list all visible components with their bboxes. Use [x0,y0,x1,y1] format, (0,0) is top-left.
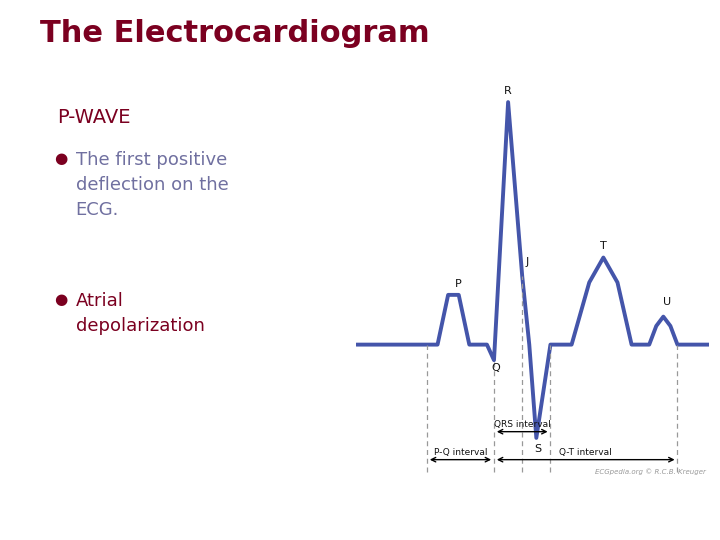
Text: The Electrocardiogram: The Electrocardiogram [40,19,429,48]
Text: ●: ● [54,292,67,307]
Text: T: T [600,241,607,251]
Text: U: U [663,298,671,307]
Text: ECGpedia.org © R.C.B. Kreuger: ECGpedia.org © R.C.B. Kreuger [595,469,706,475]
Text: P-WAVE: P-WAVE [58,108,131,127]
Text: Q: Q [491,363,500,373]
Text: The first positive
deflection on the
ECG.: The first positive deflection on the ECG… [76,151,228,219]
Text: QRS interval: QRS interval [494,420,551,429]
Text: S: S [534,444,541,454]
Text: Atrial
depolarization: Atrial depolarization [76,292,204,335]
Text: P-Q interval: P-Q interval [433,448,487,456]
Text: ●: ● [54,151,67,166]
Text: P: P [455,279,462,289]
Text: J: J [526,257,529,267]
Text: R: R [504,86,512,96]
Text: Q-T interval: Q-T interval [559,448,612,456]
